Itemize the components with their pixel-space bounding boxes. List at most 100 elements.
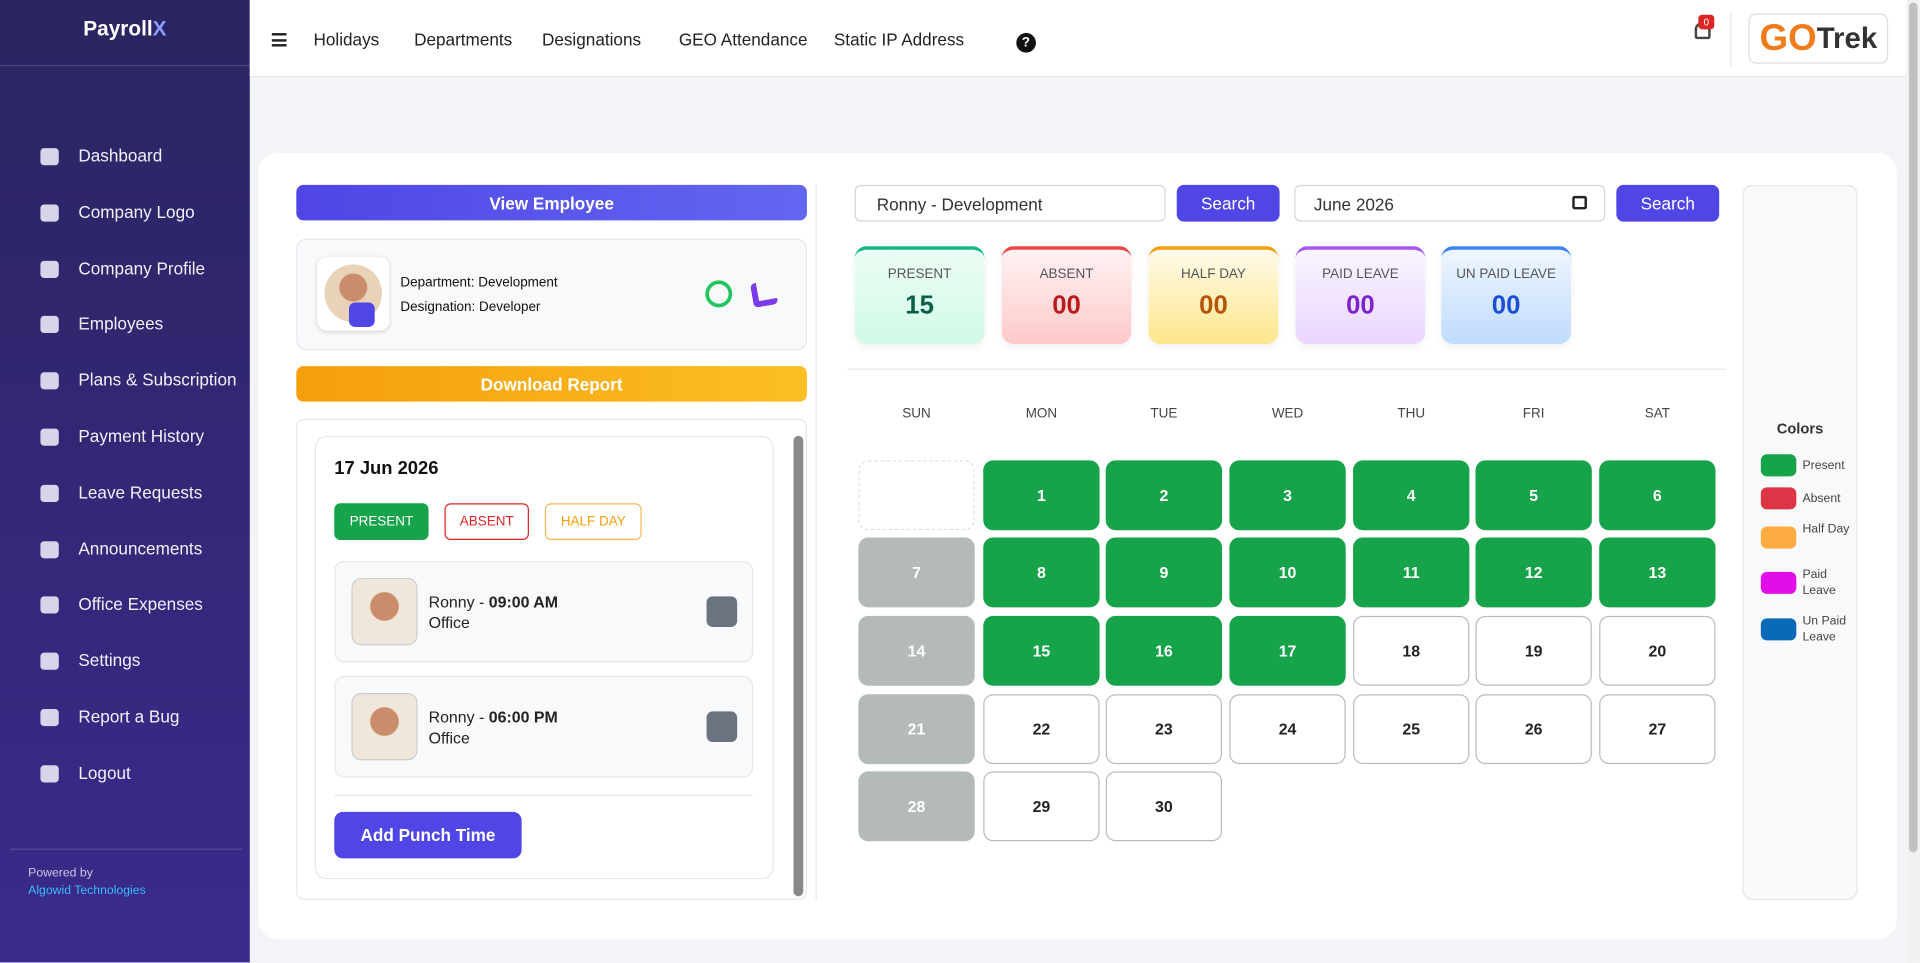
menu-item[interactable]: Payment History [78,426,205,446]
employee-select[interactable]: Ronny - Development [854,184,1166,222]
phone-icon[interactable] [749,279,779,309]
menu-item[interactable]: Leave Requests [78,482,203,502]
divider [334,794,754,796]
status-button[interactable]: HALF DAY [544,503,642,541]
calendar-day[interactable]: 3 [1229,460,1346,531]
weekday: TUE [1150,406,1178,422]
calendar-day[interactable]: 4 [1353,460,1470,531]
calendar-day[interactable]: 12 [1475,537,1592,608]
company[interactable]: Algowid Technologies [28,884,146,898]
calendar-day[interactable]: 24 [1229,694,1346,765]
edit-button[interactable] [706,711,738,743]
view-employee[interactable]: View Employee [296,184,807,221]
legend-label: Half Day [1802,522,1850,537]
calendar-day[interactable]: 29 [983,771,1100,842]
status-button[interactable]: ABSENT [444,503,529,541]
summary-value: 00 [1052,291,1081,320]
menu-icon [40,765,59,783]
inner-scrollbar [793,435,804,897]
legend-swatch [1760,526,1797,549]
calendar-day[interactable]: 8 [983,537,1100,608]
whatsapp-icon[interactable] [705,280,733,308]
hamburger [271,33,287,36]
menu-item[interactable]: Company Profile [78,257,206,278]
calendar-day[interactable]: 22 [983,694,1100,765]
calendar-day[interactable]: 17 [1229,615,1346,686]
menu-item[interactable]: Logout [78,762,131,783]
summary-label: ABSENT [1039,266,1094,282]
legend-panel [1742,184,1858,901]
calendar-day[interactable]: 28 [858,771,975,842]
summary-card [1148,246,1279,345]
menu-item[interactable]: Employees [78,313,164,334]
calendar-day[interactable]: 26 [1475,694,1592,765]
summary-label: PAID LEAVE [1322,266,1399,282]
nav-link[interactable]: Designations [541,29,642,49]
menu-item[interactable]: Report a Bug [78,706,180,727]
menu-icon [40,596,59,614]
nav-link[interactable]: Static IP Address [833,29,965,49]
add-punch[interactable]: Add Punch Time [334,811,522,859]
menu-icon [40,540,59,558]
summary-divider [847,368,1727,370]
calendar-day[interactable]: 27 [1599,694,1716,765]
calendar-day[interactable]: 20 [1599,615,1716,686]
punch-line: Ronny - 09:00 AM [429,593,559,611]
summary-value: 15 [905,291,934,320]
menu-icon [40,652,59,671]
menu-item[interactable]: Office Expenses [78,594,203,614]
punch-location: Office [428,728,470,747]
calendar-day[interactable]: 21 [858,694,975,765]
calendar-day[interactable]: 23 [1105,694,1223,765]
weekday: THU [1397,406,1426,422]
help-icon c[interactable]: ? [1016,33,1036,53]
nav-link[interactable]: Departments [414,29,513,49]
search-button[interactable]: Search [1616,184,1720,222]
menu-item[interactable]: Settings [78,650,141,671]
nav-link[interactable]: Holidays [313,29,380,49]
menu-item[interactable]: Plans & Subscription [78,370,237,390]
menu-item[interactable]: Announcements [78,538,203,558]
punch-time: 06:00 PM [488,707,558,727]
calendar-day[interactable]: 19 [1475,615,1592,686]
weekday: MON [1025,406,1058,422]
calendar-day[interactable]: 5 [1475,460,1592,531]
legend-title: Colors [1776,420,1824,438]
calendar-day[interactable]: 6 [1599,460,1716,531]
upload-icon[interactable] [348,302,375,327]
brand-divider [0,64,250,67]
calendar-day[interactable]: 18 [1353,615,1470,686]
brand-text: Payroll [83,17,153,41]
download-report[interactable]: Download Report [296,366,807,402]
month-input[interactable]: June 2026 [1294,184,1606,222]
punch-avatar [351,693,418,761]
calendar-day[interactable]: 1 [983,460,1100,531]
punch-line: Ronny - 06:00 PM [429,708,558,726]
calendar-day[interactable]: 14 [858,615,975,686]
calendar-icon [1572,195,1587,210]
edit-button[interactable] [706,596,738,627]
calendar-day[interactable]: 9 [1105,537,1223,608]
calendar-day[interactable]: 25 [1353,694,1470,765]
calendar-day[interactable]: 16 [1105,615,1223,686]
legend-swatch [1760,487,1797,510]
calendar-day[interactable]: 2 [1105,460,1223,531]
nav-link[interactable]: GEO Attendance [678,29,808,49]
status-button[interactable]: PRESENT [334,503,429,541]
menu-item[interactable]: Dashboard [78,145,163,166]
calendar-day[interactable]: 30 [1105,771,1223,842]
calendar-day[interactable]: 13 [1599,537,1716,608]
search-button c[interactable]: Search [1176,184,1280,222]
calendar-day[interactable]: 7 [858,537,975,608]
separator [1730,12,1732,67]
weekday: SAT [1644,406,1670,422]
legend-label: Un Paid Leave [1802,614,1847,645]
calendar-day[interactable]: 15 [983,615,1100,686]
calendar-day[interactable]: 10 [1229,537,1346,608]
department: Department: Development [400,275,558,291]
weekday: WED [1271,406,1304,422]
punch-avatar [351,577,418,646]
menu-item[interactable]: Company Logo [78,201,195,222]
calendar-day[interactable]: 11 [1353,537,1470,608]
